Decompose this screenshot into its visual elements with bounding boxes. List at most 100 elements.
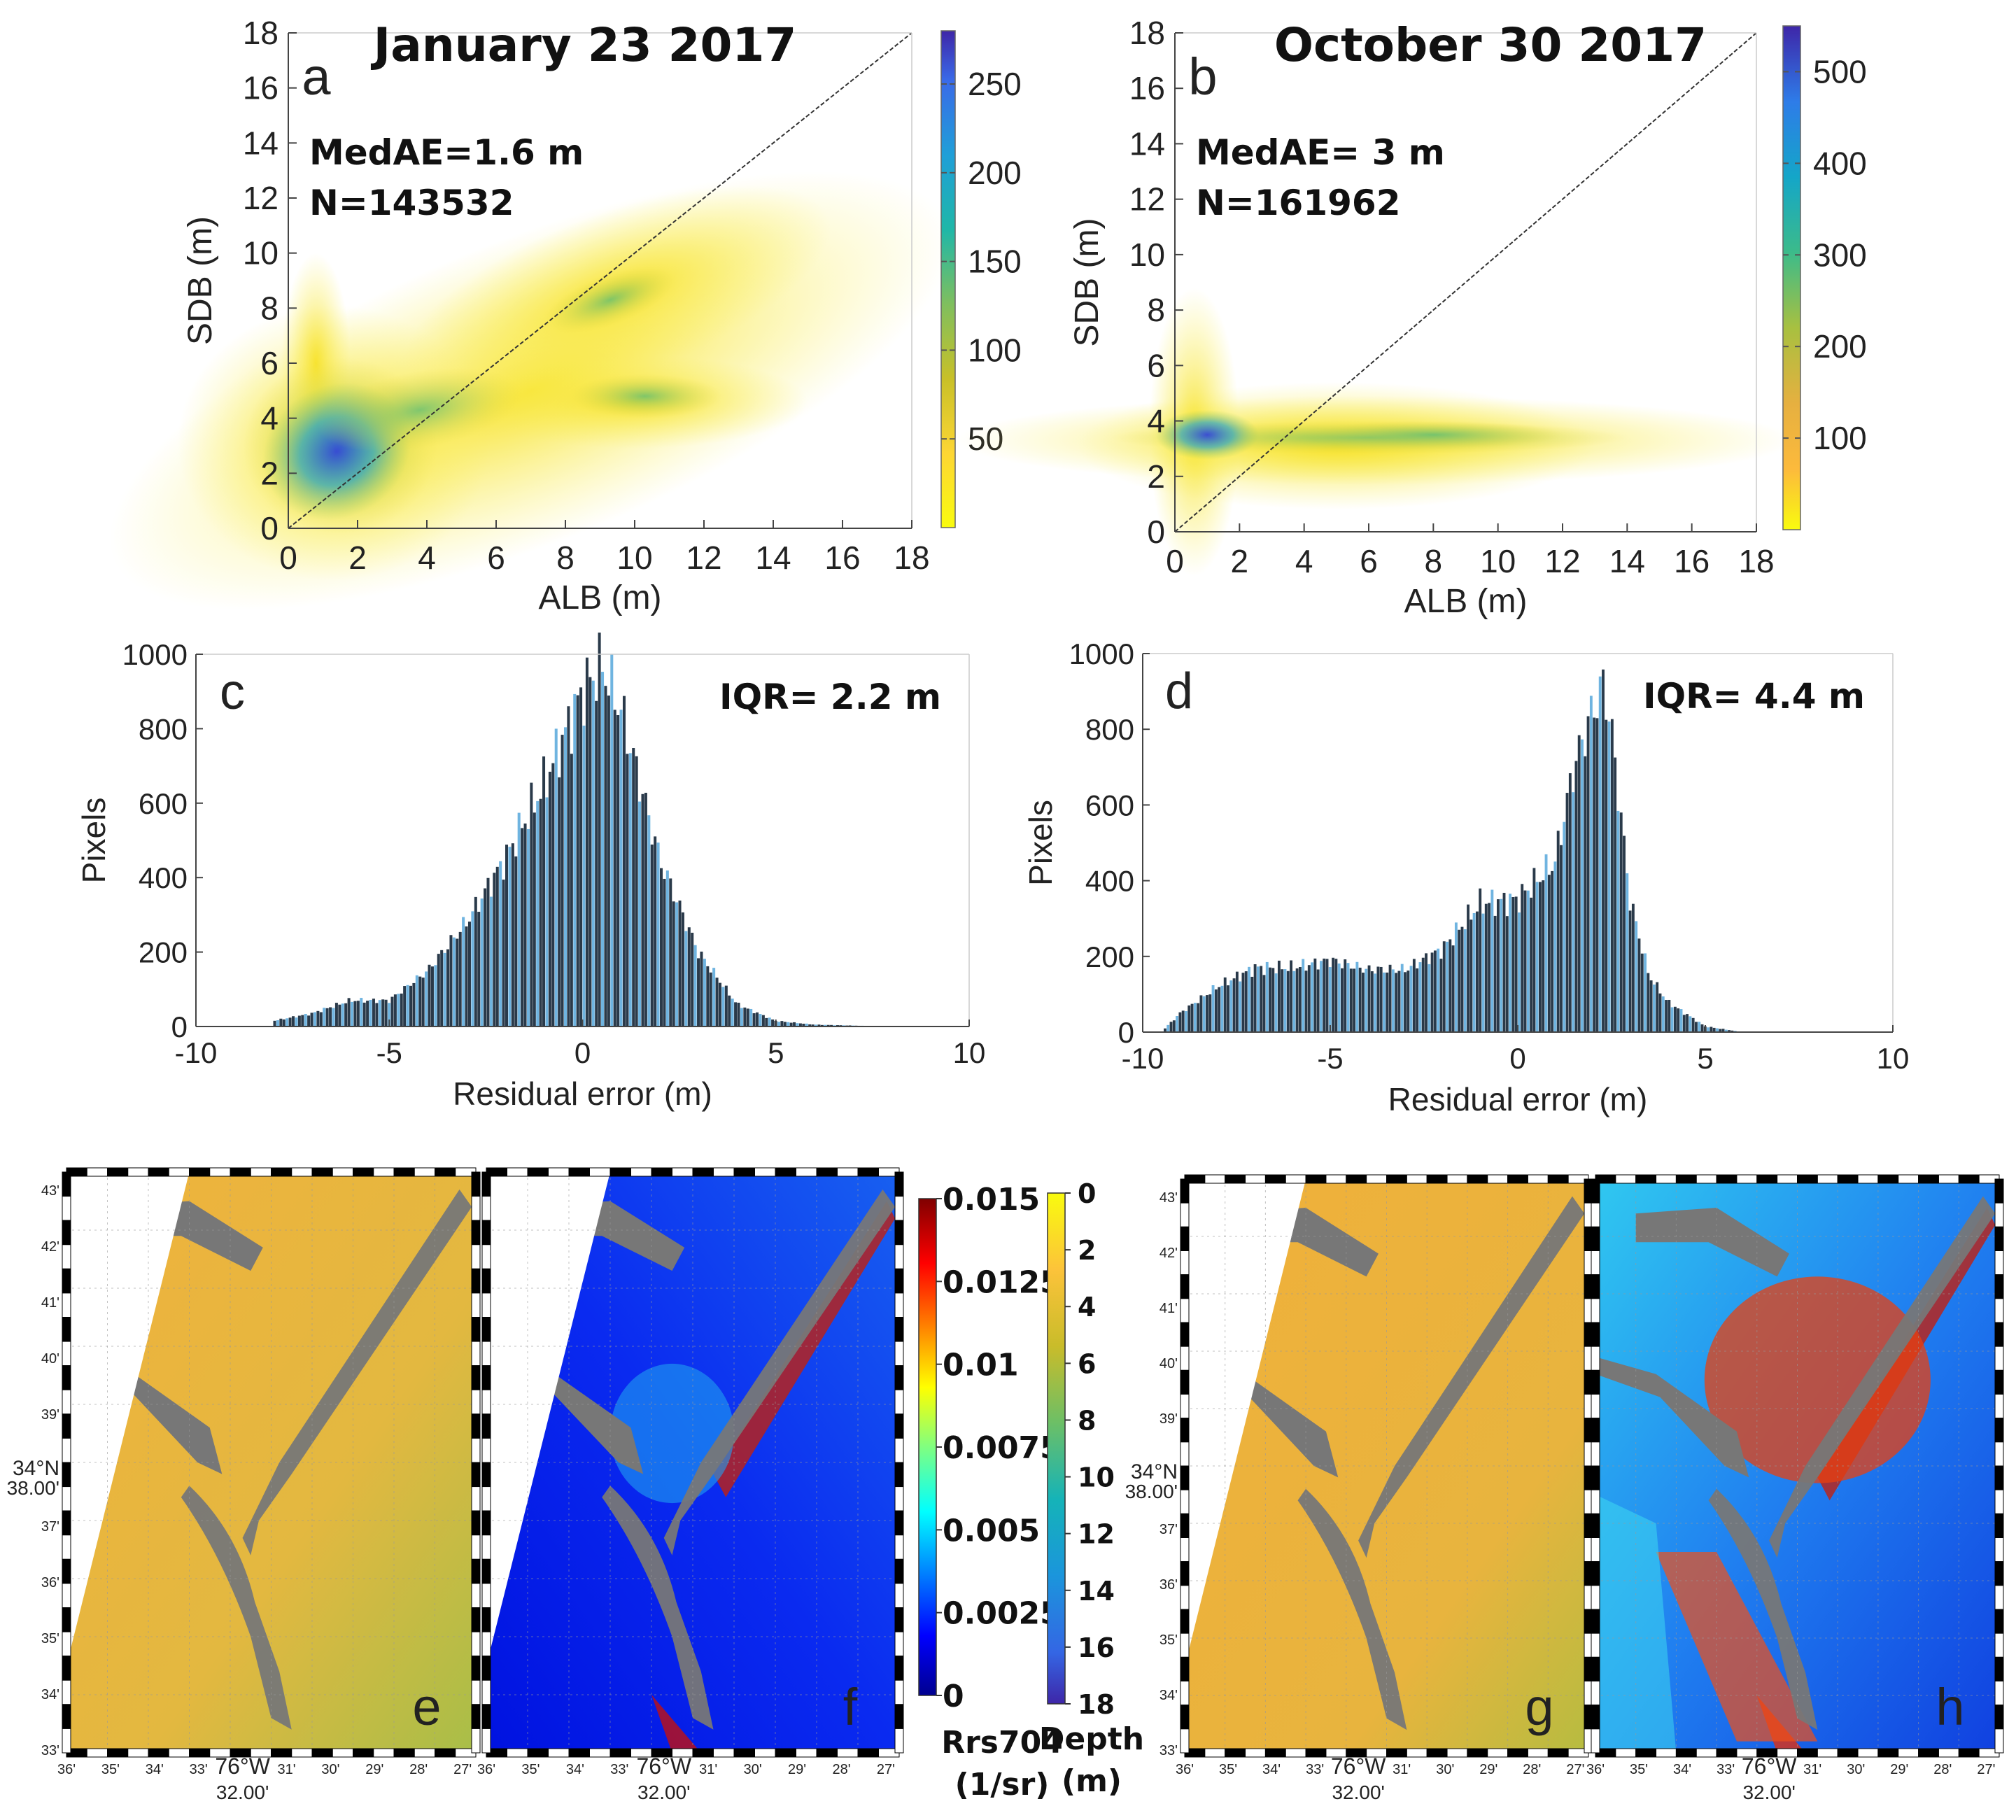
map-frame — [1264, 1174, 1286, 1184]
lon-tick-label: 76°W — [215, 1754, 270, 1779]
histogram-bar — [465, 926, 468, 1027]
histogram-bar — [1716, 1028, 1719, 1032]
histogram-bar — [548, 771, 551, 1027]
histogram-bar — [1551, 870, 1554, 1032]
map-frame — [1918, 1174, 1939, 1184]
x-tick-label: 0 — [279, 539, 297, 576]
panel-letter: h — [1936, 1678, 1964, 1736]
map-frame — [1994, 1728, 2004, 1754]
histogram-bar — [1187, 1005, 1191, 1032]
histogram-bar — [830, 1024, 833, 1027]
colorbar — [940, 30, 956, 528]
histogram-bar — [1281, 969, 1284, 1032]
rrs-colorbar-tick-label: 0.015 — [943, 1182, 1040, 1218]
map-frame — [1467, 1748, 1488, 1758]
histogram-bar — [656, 842, 660, 1027]
map-frame — [62, 1558, 71, 1584]
density-blob — [568, 374, 721, 418]
y-tick-label: 2 — [260, 455, 279, 491]
histogram-bar — [1535, 882, 1539, 1032]
histogram-bar — [1635, 921, 1638, 1032]
lat-center-sublabel: 38.00' — [7, 1477, 59, 1499]
y-tick-label: 0 — [260, 510, 279, 546]
map-frame — [1591, 1418, 1600, 1443]
x-tick-label: -10 — [175, 1036, 218, 1069]
histogram-bar — [1721, 1029, 1725, 1032]
lon-center-sublabel: 32.00' — [216, 1782, 269, 1803]
histogram-bar — [573, 693, 577, 1027]
histogram-bar — [1511, 896, 1515, 1032]
histogram-bar — [1581, 739, 1584, 1032]
histogram-bar — [1311, 962, 1314, 1032]
map-panel-f: f 36' 35' 34' 33' 76°W 31' 30' 29' 28' 27' 32.00' — [477, 1167, 904, 1803]
map-frame — [1591, 1178, 1600, 1204]
lon-tick-label: 28' — [832, 1762, 850, 1777]
map-frame — [1994, 1346, 2004, 1371]
map-frame — [1426, 1748, 1448, 1758]
map-frame — [1994, 1513, 2004, 1538]
map-frame — [1204, 1174, 1226, 1184]
histogram-bar — [1628, 910, 1632, 1032]
map-frame — [435, 1167, 456, 1177]
histogram-bar — [1532, 868, 1536, 1032]
histogram-bar — [449, 935, 453, 1027]
map-frame — [1285, 1748, 1306, 1758]
map-frame — [894, 1196, 904, 1221]
histogram-bar — [1626, 873, 1629, 1032]
map-frame — [471, 1704, 481, 1729]
map-frame — [189, 1748, 211, 1758]
histogram-bar — [319, 1012, 323, 1027]
rrs-colorbar-tick-label: 0.0075 — [943, 1430, 1062, 1466]
histogram-bar — [517, 812, 521, 1027]
lon-tick-label: 36' — [57, 1762, 76, 1777]
histogram-bar — [1181, 1010, 1185, 1032]
histogram-bar — [1467, 904, 1469, 1032]
map-frame — [1994, 1418, 2004, 1443]
histogram-bar — [693, 945, 697, 1027]
histogram-bar — [1223, 977, 1227, 1032]
histogram-bar — [1358, 967, 1362, 1032]
lon-tick-label: 36' — [1586, 1762, 1605, 1777]
scatter-panel-a: 0 2 4 6 8 10 12 14 16 18 0 2 4 6 8 10 12 14 16 18 ALB (m) SDB… — [109, 15, 1022, 616]
land-mass — [1635, 1208, 1789, 1277]
lon-tick-label: 76°W — [1742, 1754, 1797, 1779]
histogram-bar — [815, 1024, 818, 1027]
histogram-bar — [681, 912, 684, 1027]
histogram-bar — [817, 1024, 821, 1027]
histogram-bar — [456, 938, 459, 1027]
colorbar-tick-label: 200 — [968, 155, 1022, 191]
x-tick-label: 0 — [575, 1036, 591, 1069]
histogram-bar — [514, 856, 518, 1027]
histogram-bar — [1694, 1022, 1698, 1032]
histogram-bar — [697, 958, 700, 1027]
map-frame — [1994, 1226, 2004, 1252]
map-frame — [481, 1704, 491, 1729]
map-frame — [857, 1748, 879, 1758]
y-tick-label: 2 — [1147, 458, 1165, 495]
histogram-bar — [1298, 966, 1302, 1032]
map-frame — [894, 1365, 904, 1390]
map-frame — [1615, 1174, 1637, 1184]
histogram-bar — [638, 801, 642, 1027]
histogram-bar — [1412, 959, 1416, 1032]
histogram-bar — [1185, 1011, 1187, 1032]
histogram-bar — [313, 1012, 316, 1027]
map-frame — [1591, 1585, 1600, 1610]
histogram-bar — [787, 1022, 790, 1027]
colorbar-tick-label: 150 — [968, 244, 1022, 280]
colorbar-tick-label: 250 — [968, 66, 1022, 102]
map-frame — [568, 1748, 590, 1758]
colorbar-tick-label: 100 — [968, 332, 1022, 368]
map-frame — [62, 1196, 71, 1221]
map-frame — [1204, 1748, 1226, 1758]
histogram-bar — [567, 706, 570, 1027]
lon-tick-label: 33' — [190, 1762, 208, 1777]
map-frame — [894, 1728, 904, 1754]
histogram-bar — [1544, 854, 1548, 1032]
histogram-bar — [1164, 1028, 1166, 1032]
panel-letter: g — [1525, 1678, 1553, 1736]
histogram-bar — [1658, 993, 1662, 1032]
map-frame — [796, 1167, 817, 1177]
histogram-bar — [650, 844, 654, 1027]
histogram-bar — [307, 1015, 311, 1027]
